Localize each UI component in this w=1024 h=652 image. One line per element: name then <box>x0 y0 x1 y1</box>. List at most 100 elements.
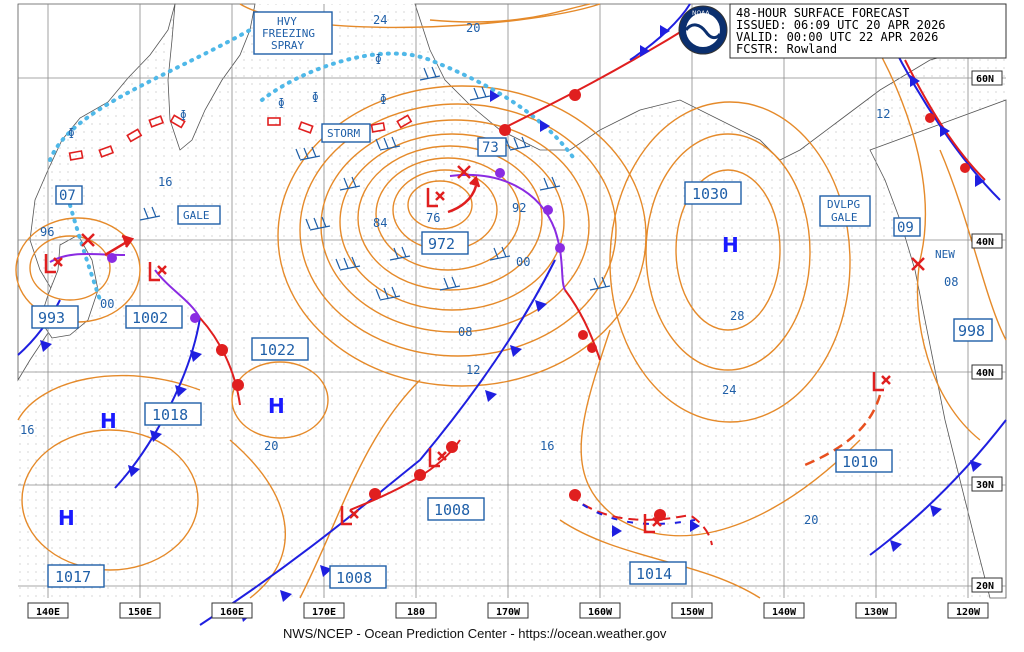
svg-text:NOAA: NOAA <box>692 10 710 17</box>
storm-low-icon <box>426 188 445 208</box>
graticule <box>18 4 1006 598</box>
trough-east <box>804 394 882 467</box>
svg-text:ɸ: ɸ <box>278 96 285 109</box>
west2-low-icon <box>148 262 167 282</box>
low-hawaii-value: 1014 <box>636 565 672 583</box>
header-issued: ISSUED: 06:09 UTC 20 APR 2026 <box>736 18 946 32</box>
west-low-icon <box>44 254 63 274</box>
svg-text:24: 24 <box>722 383 736 397</box>
svg-text:08: 08 <box>944 275 958 289</box>
high-west2: H <box>100 409 117 433</box>
warm-front-west <box>199 317 241 406</box>
longitude-label: 160E <box>220 607 244 618</box>
occluded-west <box>154 269 201 319</box>
svg-text:07: 07 <box>59 188 76 204</box>
spray-symbols: ɸ ɸ ɸ ɸ ɸ ɸ <box>68 52 387 139</box>
longitude-label: 140E <box>36 607 60 618</box>
svg-text:ɸ: ɸ <box>180 108 187 121</box>
svg-text:00: 00 <box>100 297 114 311</box>
storm-track-arrow <box>447 185 478 214</box>
low-s1-value: 1008 <box>434 501 470 519</box>
svg-text:ɸ: ɸ <box>312 90 319 103</box>
longitude-label: 150W <box>680 607 705 618</box>
svg-text:ɸ: ɸ <box>68 126 75 139</box>
high-sw: H <box>58 506 75 530</box>
latitude-labels: 60N 40N 40N 30N 20N <box>971 70 1003 593</box>
low-west2-value: 1002 <box>132 309 168 327</box>
dvlpg-gale-label: GALE <box>831 211 858 224</box>
svg-text:96: 96 <box>40 225 54 239</box>
isobar-labels: 24 20 73 92 76 84 00 08 12 16 20 07 96 0… <box>20 13 958 527</box>
south2-low-icon <box>340 506 359 526</box>
stationary-hawaii-b <box>575 499 696 525</box>
cold-front-storm <box>199 259 556 626</box>
low-ne-value: 998 <box>958 322 985 340</box>
gale-west-warning: GALE <box>183 209 210 222</box>
header-valid: VALID: 00:00 UTC 22 APR 2026 <box>736 30 938 44</box>
svg-text:12: 12 <box>466 363 480 377</box>
storm-low-value: 972 <box>428 235 455 253</box>
longitude-label: 120W <box>956 607 981 618</box>
south-low-icon <box>428 448 447 468</box>
longitude-labels: 140E 150E 160E 170E 180 170W 160W 150W 140W 130W 1… <box>27 602 989 619</box>
high-west-value: 1022 <box>259 341 295 359</box>
svg-text:08: 08 <box>458 325 472 339</box>
header-title: 48-HOUR SURFACE FORECAST <box>736 6 909 20</box>
cold-front-se <box>869 419 1007 556</box>
svg-text:40N: 40N <box>976 237 994 248</box>
occluded-storm <box>449 174 566 291</box>
pressure-centers: H 1030 H 1022 H 1018 H 1017 972 993 1002… <box>31 181 993 589</box>
longitude-label: 150E <box>128 607 152 618</box>
low-s2-value: 1008 <box>336 569 372 587</box>
svg-text:09: 09 <box>897 220 914 236</box>
low-east-value: 1010 <box>842 453 878 471</box>
svg-text:12: 12 <box>876 107 890 121</box>
high-central-box <box>684 181 742 205</box>
header-panel: 48-HOUR SURFACE FORECAST ISSUED: 06:09 U… <box>678 3 1007 59</box>
front-symbols <box>40 25 985 622</box>
warning-labels: HVY FREEZING SPRAY STORM GALE DVLPG GALE… <box>177 11 955 261</box>
svg-text:24: 24 <box>373 13 387 27</box>
wind-barbs <box>139 66 611 301</box>
high-central: H <box>722 233 739 257</box>
isobars <box>15 3 1007 599</box>
ice-edge <box>48 28 577 302</box>
future-low-icon <box>457 165 471 179</box>
longitude-label: 130W <box>864 607 889 618</box>
new-label: NEW <box>935 248 955 261</box>
svg-text:30N: 30N <box>976 480 994 491</box>
high-west2-value: 1018 <box>152 406 188 424</box>
svg-text:28: 28 <box>730 309 744 323</box>
svg-text:20: 20 <box>264 439 278 453</box>
dvlpg-label: DVLPG <box>827 198 860 211</box>
noaa-logo-icon: NOAA <box>678 5 728 55</box>
stationary-hawaii <box>569 494 713 546</box>
high-west: H <box>268 394 285 418</box>
storm-warning: STORM <box>327 127 360 140</box>
low-markers <box>44 165 925 534</box>
longitude-label: 140W <box>772 607 797 618</box>
freezing-label: FREEZING <box>262 27 315 40</box>
longitude-label: 170E <box>312 607 336 618</box>
svg-text:84: 84 <box>373 216 387 230</box>
svg-text:ɸ: ɸ <box>375 52 382 65</box>
svg-text:20: 20 <box>804 513 818 527</box>
footer-credit: NWS/NCEP - Ocean Prediction Center - htt… <box>283 626 667 641</box>
high-central-value: 1030 <box>692 185 728 203</box>
svg-text:00: 00 <box>516 255 530 269</box>
low-west-value: 993 <box>38 309 65 327</box>
svg-text:40N: 40N <box>976 368 994 379</box>
svg-text:92: 92 <box>512 201 526 215</box>
warm-front-north <box>499 19 701 131</box>
east-low-icon <box>872 372 891 392</box>
svg-text:20: 20 <box>466 21 480 35</box>
motion-arrows <box>104 175 481 257</box>
svg-text:60N: 60N <box>976 74 994 85</box>
west-future-low-icon <box>81 233 95 247</box>
new-low-icon <box>911 257 925 271</box>
svg-text:73: 73 <box>482 140 499 156</box>
hawaii-low-icon <box>643 514 662 534</box>
svg-text:20N: 20N <box>976 581 994 592</box>
